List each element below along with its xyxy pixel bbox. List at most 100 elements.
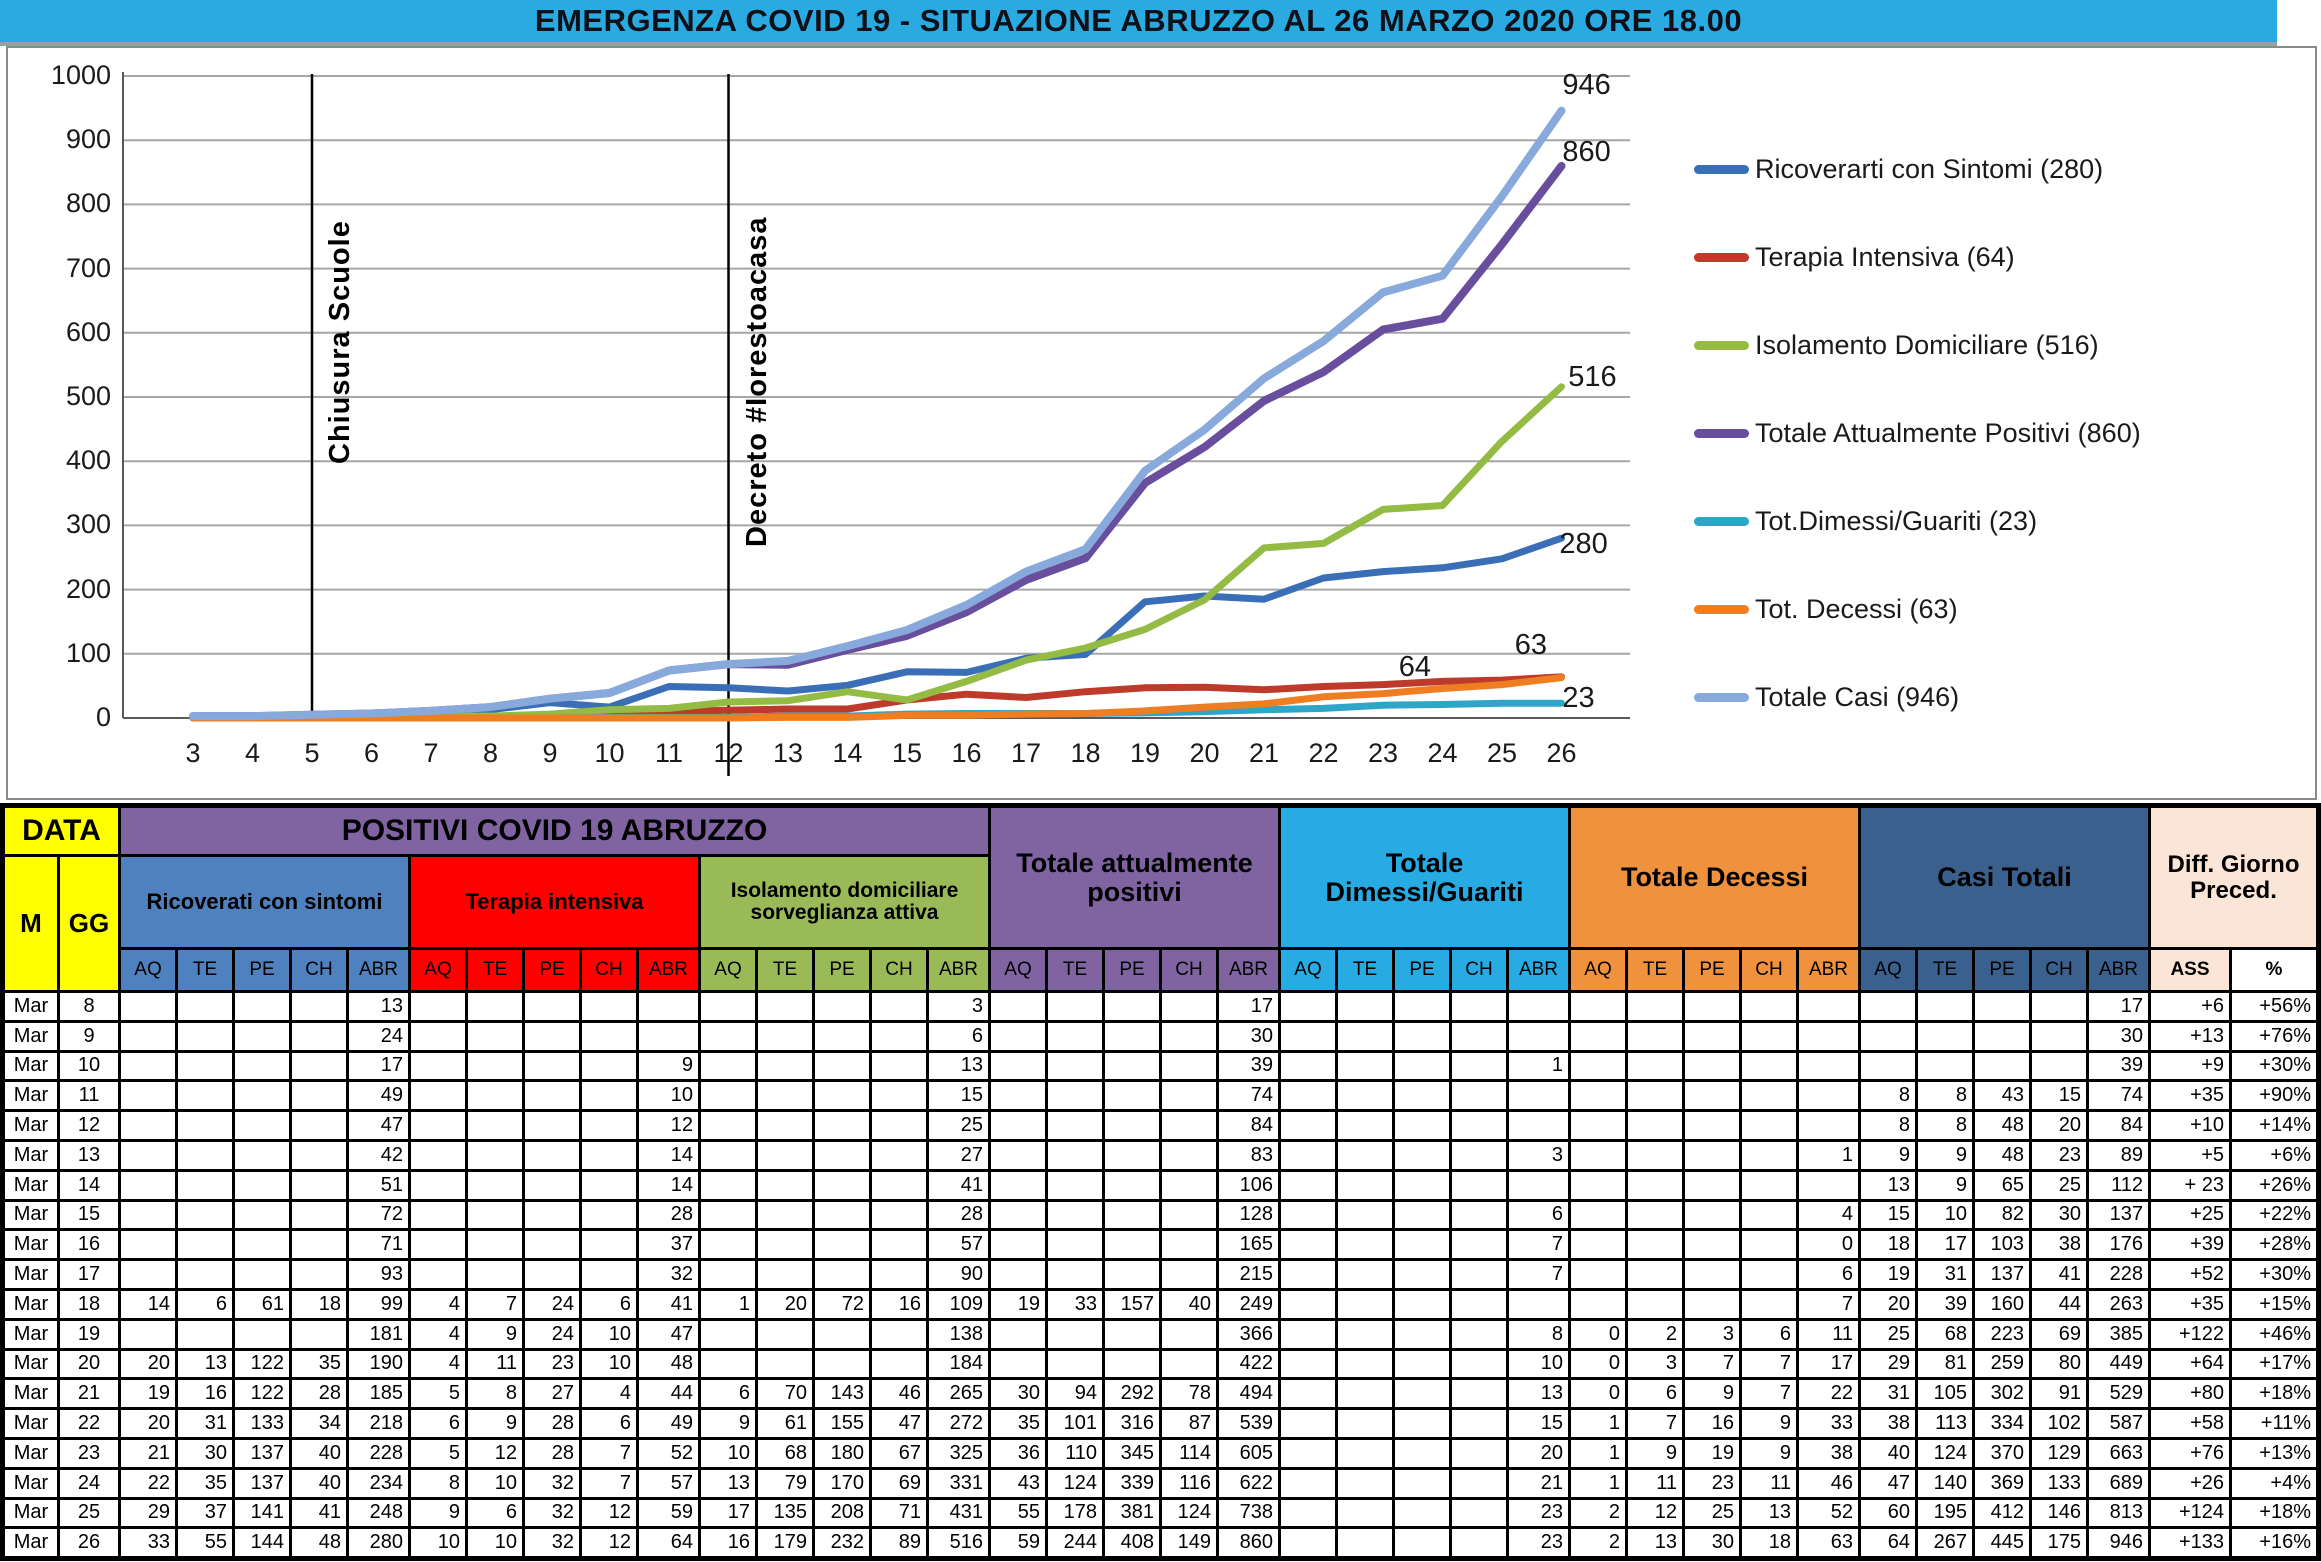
value-cell: 605: [1219, 1439, 1278, 1467]
value-cell: [872, 1082, 926, 1110]
value-cell: [701, 1231, 755, 1259]
value-cell: 17: [1219, 993, 1278, 1020]
day-cell: 9: [60, 1022, 118, 1050]
value-cell: 234: [349, 1469, 408, 1497]
legend-line-swatch: [1694, 164, 1749, 174]
value-cell: [1509, 1290, 1568, 1318]
value-cell: 133: [235, 1410, 289, 1437]
value-cell: [1105, 1052, 1159, 1080]
value-cell: [1048, 1320, 1102, 1348]
value-cell: [1395, 1082, 1449, 1110]
value-cell: [178, 1171, 232, 1199]
value-cell: [758, 1201, 812, 1229]
value-cell: [991, 1171, 1045, 1199]
day-cell: 20: [60, 1350, 118, 1378]
value-cell: [235, 1112, 289, 1139]
value-cell: 10: [1918, 1201, 1972, 1229]
value-cell: 137: [1975, 1261, 2029, 1288]
value-cell: 22: [1799, 1380, 1858, 1408]
value-cell: [411, 1141, 465, 1169]
value-cell: [1685, 1112, 1739, 1139]
value-cell: [872, 1201, 926, 1229]
value-cell: [1281, 1022, 1335, 1050]
value-cell: +18%: [2232, 1499, 2316, 1527]
value-cell: 46: [872, 1380, 926, 1408]
value-cell: [1571, 1261, 1625, 1288]
value-cell: 7: [468, 1290, 522, 1318]
value-cell: 24: [525, 1320, 579, 1348]
value-cell: [292, 1171, 346, 1199]
value-cell: 178: [1048, 1499, 1102, 1527]
value-cell: [1048, 1261, 1102, 1288]
value-cell: 663: [2089, 1439, 2148, 1467]
value-cell: +46%: [2232, 1320, 2316, 1348]
value-cell: [121, 1141, 175, 1169]
value-cell: 33: [1799, 1410, 1858, 1437]
value-cell: 20: [2032, 1112, 2086, 1139]
value-cell: [1281, 1082, 1335, 1110]
value-cell: 40: [292, 1469, 346, 1497]
value-cell: [411, 1201, 465, 1229]
value-cell: 82: [1975, 1201, 2029, 1229]
day-cell: 22: [60, 1410, 118, 1437]
value-cell: 302: [1975, 1380, 2029, 1408]
x-axis-tick: 11: [654, 738, 684, 768]
value-cell: 8: [411, 1469, 465, 1497]
value-cell: [1571, 1082, 1625, 1110]
value-cell: 7: [582, 1439, 636, 1467]
value-cell: 113: [1918, 1410, 1972, 1437]
value-cell: 17: [701, 1499, 755, 1527]
value-cell: [1452, 1261, 1506, 1288]
col-header-te: TE: [1338, 950, 1392, 990]
value-cell: 68: [758, 1439, 812, 1467]
value-cell: [1162, 1350, 1216, 1378]
value-cell: 176: [2089, 1231, 2148, 1259]
value-cell: 31: [1861, 1380, 1915, 1408]
value-cell: [1628, 993, 1682, 1020]
col-header-te: TE: [758, 950, 812, 990]
value-cell: 0: [1799, 1231, 1858, 1259]
value-cell: 16: [701, 1529, 755, 1557]
value-cell: 9: [1861, 1141, 1915, 1169]
value-cell: 170: [815, 1469, 869, 1497]
value-cell: [1281, 1439, 1335, 1467]
col-header-te: TE: [178, 950, 232, 990]
value-cell: [1048, 1052, 1102, 1080]
value-cell: [1162, 1231, 1216, 1259]
value-cell: 16: [872, 1290, 926, 1318]
value-cell: [1338, 993, 1392, 1020]
value-cell: [1395, 1171, 1449, 1199]
col-header-pe: PE: [1685, 950, 1739, 990]
value-cell: 445: [1975, 1529, 2029, 1557]
value-cell: 18: [1742, 1529, 1796, 1557]
value-cell: [121, 1231, 175, 1259]
series-end-label: 63: [1514, 629, 1547, 662]
value-cell: 32: [639, 1261, 698, 1288]
value-cell: 316: [1105, 1410, 1159, 1437]
value-cell: [411, 993, 465, 1020]
value-cell: 138: [929, 1320, 988, 1348]
x-axis-tick: 15: [891, 738, 923, 768]
value-cell: [1395, 1410, 1449, 1437]
x-axis-tick: 21: [1248, 738, 1280, 768]
y-axis-tick: 100: [65, 637, 111, 668]
value-cell: 7: [1742, 1350, 1796, 1378]
data-table: DATA M GG POSITIVI COVID 19 ABRUZZO Rico…: [0, 803, 2321, 1562]
value-cell: 9: [1742, 1439, 1796, 1467]
series-end-label: 860: [1562, 136, 1611, 169]
y-axis-tick: 500: [65, 381, 111, 411]
value-cell: [1338, 1350, 1392, 1378]
value-cell: [468, 1261, 522, 1288]
value-cell: [701, 1350, 755, 1378]
value-cell: [1105, 1320, 1159, 1348]
value-cell: [1628, 1141, 1682, 1169]
value-cell: [1742, 1052, 1796, 1080]
value-cell: 28: [639, 1201, 698, 1229]
value-cell: [1048, 1112, 1102, 1139]
value-cell: [1975, 1052, 2029, 1080]
value-cell: +4%: [2232, 1469, 2316, 1497]
value-cell: 48: [639, 1350, 698, 1378]
value-cell: [1395, 1529, 1449, 1557]
value-cell: [582, 1022, 636, 1050]
value-cell: [1338, 1171, 1392, 1199]
